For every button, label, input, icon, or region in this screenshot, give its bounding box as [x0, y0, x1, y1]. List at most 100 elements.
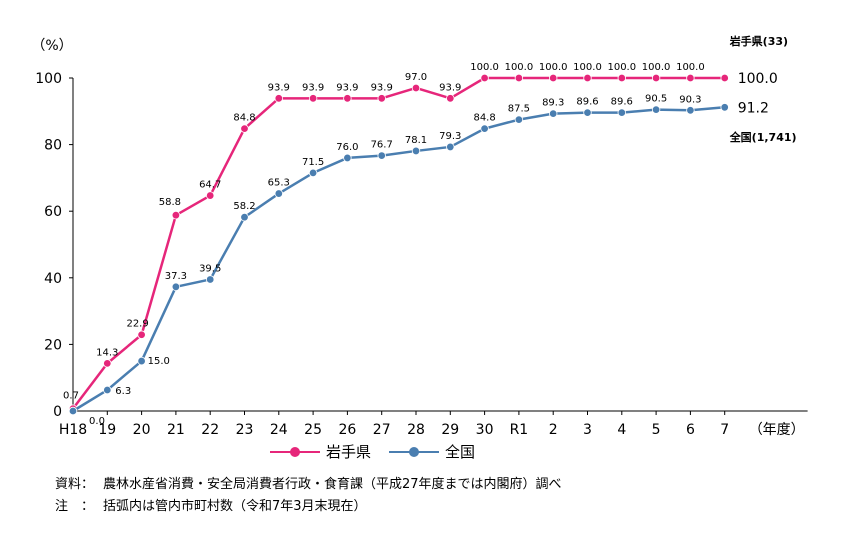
series-name-iwate: 岩手県(33): [729, 34, 788, 48]
legend-swatch-national: [389, 446, 440, 458]
point-0-7: [308, 94, 318, 103]
point-1-4: [205, 275, 215, 284]
data-label-national: 6.3: [115, 386, 131, 397]
x-tick-label: 29: [441, 422, 459, 438]
x-tick-label: 6: [686, 422, 695, 438]
point-1-17: [651, 105, 661, 114]
note-source-label: 資料：: [55, 477, 95, 492]
point-0-18: [686, 73, 695, 83]
x-tick-label: 25: [304, 422, 322, 438]
legend-label-iwate: 岩手県: [326, 443, 372, 461]
y-axis-unit: （%）: [31, 38, 72, 54]
data-label-iwate: 93.9: [371, 82, 393, 93]
x-tick-label: 3: [583, 422, 592, 438]
data-label-national: 15.0: [148, 356, 170, 367]
data-label-iwate: 93.9: [268, 82, 290, 93]
legend-item-national: 全国: [389, 441, 475, 462]
data-label-national: 79.3: [439, 131, 461, 142]
y-tick-label: 40: [44, 271, 62, 287]
data-label-iwate: 100.0: [642, 62, 671, 73]
point-1-7: [308, 168, 318, 178]
note-remark-label: 注 ：: [55, 499, 95, 514]
data-label-iwate: 100.0: [505, 62, 534, 73]
point-1-18: [686, 106, 695, 115]
data-label-iwate: 93.9: [302, 82, 324, 93]
point-0-4: [205, 191, 215, 200]
data-label-national: 71.5: [302, 157, 324, 168]
point-1-14: [549, 109, 558, 118]
x-tick-label: 27: [373, 422, 391, 438]
data-label-iwate: 100.0: [676, 62, 705, 73]
x-tick-label: 26: [338, 422, 356, 438]
end-value-national: 91.2: [738, 100, 769, 116]
data-label-iwate: 14.3: [96, 347, 118, 358]
point-0-5: [240, 124, 249, 133]
point-1-16: [617, 108, 626, 117]
legend-dot-national: [409, 446, 420, 457]
data-label-iwate: 100.0: [573, 62, 602, 73]
point-0-13: [514, 73, 524, 83]
x-tick-label: 20: [133, 422, 151, 438]
legend-dot-iwate: [290, 446, 300, 457]
data-label-national: 90.3: [679, 94, 701, 105]
data-label-national: 39.5: [199, 263, 221, 274]
point-0-11: [446, 94, 455, 103]
point-1-6: [274, 189, 283, 198]
source-notes: 資料： 農林水産省消費・安全局消費者行政・食育課（平成27年度までは内閣府）調べ…: [55, 474, 562, 518]
point-1-1: [103, 385, 112, 395]
note-remark: 注 ： 括弧内は管内市町村数（令和7年3月末現在）: [55, 496, 562, 518]
y-tick-label: 100: [35, 71, 62, 87]
data-label-national: 89.6: [611, 97, 633, 108]
data-label-national: 65.3: [268, 178, 290, 189]
point-0-19: [720, 73, 729, 83]
point-1-10: [411, 146, 421, 156]
point-0-6: [274, 94, 283, 103]
data-label-national: 76.7: [371, 140, 393, 151]
point-1-2: [137, 356, 146, 366]
y-tick-label: 80: [44, 138, 62, 154]
data-label-national: 84.8: [473, 113, 495, 124]
point-0-17: [651, 73, 661, 83]
point-1-11: [446, 142, 455, 152]
data-label-national: 89.6: [576, 97, 598, 108]
x-tick-label: 28: [407, 422, 425, 438]
y-tick-label: 60: [44, 204, 62, 220]
data-label-national: 89.3: [542, 98, 564, 109]
point-0-1: [103, 359, 112, 368]
legend-item-iwate: 岩手県: [270, 441, 371, 462]
data-label-national: 78.1: [405, 135, 427, 146]
data-label-iwate: 58.8: [159, 197, 181, 208]
data-label-iwate: 64.7: [199, 180, 221, 191]
point-1-15: [583, 108, 592, 117]
series-layer: [68, 73, 729, 416]
x-tick-label: 4: [617, 422, 626, 438]
x-tick-label: 2: [549, 422, 558, 438]
x-axis-unit: （年度）: [749, 422, 805, 438]
x-tick-label: H18: [59, 422, 87, 438]
x-tick-label: 24: [270, 422, 288, 438]
series-name-national: 全国(1,741): [729, 130, 797, 144]
point-1-12: [480, 124, 489, 133]
data-label-national: 58.2: [233, 201, 255, 212]
x-tick-label: 7: [720, 422, 729, 438]
point-0-16: [617, 73, 626, 83]
series-line-1: [72, 106, 725, 413]
point-0-3: [171, 210, 181, 220]
note-source: 資料： 農林水産省消費・安全局消費者行政・食育課（平成27年度までは内閣府）調べ: [55, 474, 562, 496]
point-1-3: [171, 282, 181, 291]
x-tick-label: 23: [236, 422, 254, 438]
note-remark-text: 括弧内は管内市町村数（令和7年3月末現在）: [103, 499, 367, 514]
point-0-2: [137, 330, 146, 339]
data-label-iwate: 93.9: [439, 82, 461, 93]
y-tick-label: 20: [44, 337, 62, 353]
y-tick-label: 0: [53, 404, 62, 420]
x-tick-label: 5: [652, 422, 661, 438]
data-label-iwate: 84.8: [233, 113, 255, 124]
point-1-8: [343, 153, 352, 163]
data-label-national: 0.0: [89, 416, 105, 427]
data-label-iwate: 0.7: [63, 391, 79, 402]
series-line-0: [72, 76, 725, 410]
point-0-8: [343, 94, 352, 103]
note-source-text: 農林水産省消費・安全局消費者行政・食育課（平成27年度までは内閣府）調べ: [103, 477, 562, 492]
